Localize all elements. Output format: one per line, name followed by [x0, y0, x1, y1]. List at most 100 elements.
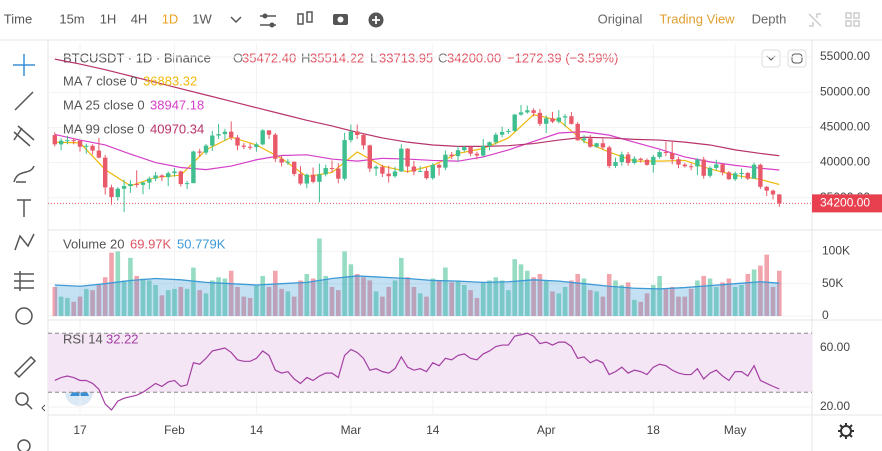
- candle-body: [216, 134, 221, 136]
- volume-bar: [462, 284, 467, 316]
- ma-legend-value: 40970.34: [150, 121, 204, 136]
- candle-body: [304, 174, 309, 184]
- volume-bar: [669, 286, 675, 316]
- ma-legend-name: MA 99 close 0: [63, 121, 145, 136]
- reset-chart[interactable]: [787, 49, 807, 68]
- volume-bar: [449, 282, 454, 316]
- candle-body: [518, 112, 524, 115]
- more-tools[interactable]: [17, 439, 31, 451]
- interval-button[interactable]: 15m: [59, 11, 84, 26]
- volume-bar: [588, 290, 593, 316]
- zoom-tool[interactable]: [15, 392, 29, 406]
- candle-body: [52, 135, 57, 145]
- more-intervals[interactable]: [230, 16, 242, 24]
- volume-bar: [380, 296, 385, 316]
- collapse-sidebar[interactable]: [41, 404, 46, 412]
- candle-body: [556, 117, 561, 122]
- volume-bar: [581, 278, 587, 316]
- volume-bar: [512, 259, 517, 316]
- text-tool[interactable]: [17, 199, 31, 217]
- candle-body: [619, 154, 624, 163]
- candle-body: [733, 173, 738, 180]
- ma-legend-name: MA 7 close 0: [63, 73, 137, 88]
- indicator-settings[interactable]: [260, 13, 276, 28]
- screenshot[interactable]: [333, 14, 348, 25]
- interval-button[interactable]: 1W: [192, 11, 212, 26]
- time-tick-label: Apr: [537, 423, 556, 437]
- interval-button[interactable]: 4H: [131, 11, 148, 26]
- crosshair-tool[interactable]: [13, 54, 35, 76]
- interval-button[interactable]: 1D: [162, 11, 179, 26]
- candle-body: [657, 152, 662, 157]
- interval-button[interactable]: Time: [4, 11, 32, 26]
- candle-body: [531, 110, 536, 113]
- candle-body: [613, 162, 618, 166]
- fib-tool[interactable]: [13, 125, 35, 147]
- layout[interactable]: [845, 12, 860, 27]
- candle-body: [695, 159, 700, 167]
- line-tool[interactable]: [14, 91, 34, 111]
- rsi-band: [48, 333, 812, 393]
- volume-bar: [751, 269, 757, 316]
- view-tab[interactable]: Trading View: [659, 11, 735, 26]
- candle-body: [260, 130, 265, 145]
- candle-body: [96, 150, 102, 158]
- volume-bar: [298, 280, 303, 316]
- fullscreen[interactable]: [808, 13, 822, 27]
- candle-body: [317, 174, 322, 182]
- volume-bar: [777, 270, 782, 316]
- candle-body: [90, 145, 95, 151]
- candle-body: [770, 190, 776, 195]
- settings[interactable]: [838, 423, 854, 439]
- price-tick-label: 50000.00: [820, 84, 870, 98]
- volume-bar: [443, 267, 448, 316]
- time-tick-label: Feb: [164, 423, 185, 437]
- collapse-legend[interactable]: [761, 49, 781, 68]
- volume-bar: [556, 293, 562, 316]
- view-tab[interactable]: Original: [598, 11, 643, 26]
- candle-body: [569, 116, 574, 124]
- volume-bar: [430, 278, 436, 316]
- volume-bar: [506, 290, 511, 316]
- pattern-tool[interactable]: [14, 233, 35, 251]
- volume-bar: [184, 288, 190, 316]
- volume-tick-label: 100K: [822, 244, 850, 258]
- candle-body: [449, 154, 454, 157]
- view-tab[interactable]: Depth: [752, 11, 787, 26]
- candle-body: [550, 118, 555, 122]
- volume-bar: [682, 296, 688, 316]
- add-indicator[interactable]: [368, 12, 384, 28]
- volume-bar: [109, 252, 114, 316]
- candle-body: [462, 147, 467, 151]
- ruler-tool[interactable]: [13, 355, 37, 379]
- candle-body: [399, 148, 404, 172]
- volume-bar: [191, 267, 196, 316]
- candle-body: [235, 137, 240, 146]
- rsi-line: [54, 332, 780, 411]
- rsi-tick-label: 20.00: [820, 399, 850, 413]
- candle-body: [751, 164, 757, 179]
- chart-type[interactable]: [297, 11, 313, 25]
- volume-bar: [726, 278, 732, 316]
- volume-bar: [260, 275, 265, 316]
- ohlc-prefix: L: [370, 50, 377, 65]
- candle-body: [323, 168, 328, 175]
- volume-bar: [216, 277, 221, 316]
- measure-tool[interactable]: [14, 271, 34, 291]
- symbol-title: BTCUSDT · 1D · Binance: [63, 50, 211, 65]
- interval-button[interactable]: 1H: [100, 11, 117, 26]
- candle-body: [134, 183, 139, 185]
- candle-body: [77, 140, 83, 147]
- emoji-tool[interactable]: [15, 307, 33, 325]
- volume-bar: [134, 275, 139, 316]
- brush-tool[interactable]: [13, 165, 35, 183]
- candle-body: [474, 153, 480, 156]
- volume-bar: [115, 251, 121, 316]
- candle-body: [197, 151, 202, 153]
- candle-body: [688, 166, 694, 168]
- volume-bar: [254, 284, 259, 316]
- volume-bar: [695, 280, 700, 316]
- candle-body: [544, 118, 549, 124]
- candle-body: [575, 123, 580, 141]
